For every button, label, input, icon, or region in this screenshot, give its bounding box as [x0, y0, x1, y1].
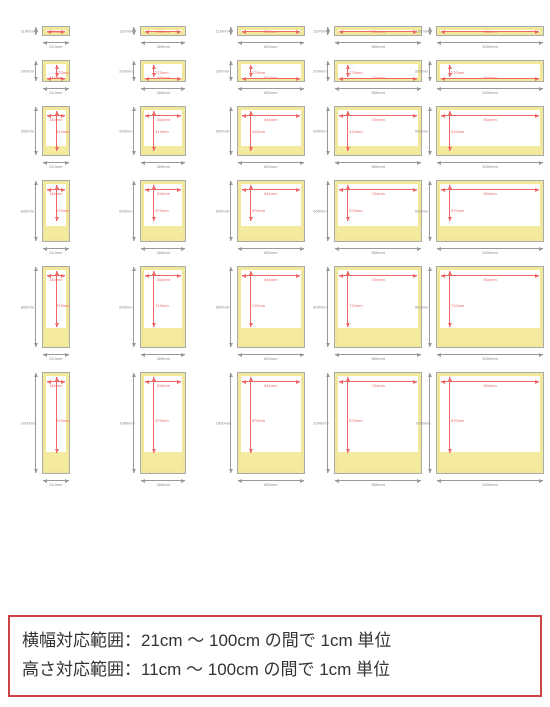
panel-cell: 210mm110mm144mm [6, 8, 106, 36]
panel-diagram: 400mm1000mm344mm870mm [140, 372, 186, 474]
panel-cell: 400mm110mm344mm [114, 8, 214, 36]
panel-diagram: 800mm500mm744mm410mm [334, 106, 422, 156]
panel-diagram: 210mm110mm144mm [42, 26, 70, 36]
info-box: 横幅対応範囲：21cm ～ 100cm の間で 1cm 単位 高さ対応範囲：11… [8, 615, 542, 697]
panel-diagram: 1000mm200mm944mm270mm [436, 60, 544, 82]
panel-cell: 600mm110mm544mm [221, 8, 321, 36]
panel-diagram: 1000mm600mm944mm570mm [436, 180, 544, 242]
panel-diagram: 400mm200mm344mm270mm [140, 60, 186, 82]
panel-cell: 600mm800mm544mm710mm [221, 248, 321, 348]
panel-diagram: 210mm200mm144mm270mm [42, 60, 70, 82]
panel-cell: 800mm600mm744mm570mm [329, 162, 429, 242]
panel-cell: 400mm600mm344mm570mm [114, 162, 214, 242]
panel-diagram: 800mm800mm744mm710mm [334, 266, 422, 348]
panel-diagram: 210mm600mm144mm570mm [42, 180, 70, 242]
panel-diagram: 600mm110mm544mm [237, 26, 305, 36]
panel-diagram: 1000mm500mm944mm410mm [436, 106, 544, 156]
panel-cell: 600mm200mm544mm270mm [221, 42, 321, 82]
panel-cell: 1000mm800mm944mm710mm [436, 248, 544, 348]
panel-grid: 210mm110mm144mm 400mm110mm344mm 600mm110mm… [0, 0, 550, 482]
panel-diagram: 800mm200mm744mm270mm [334, 60, 422, 82]
panel-diagram: 400mm500mm344mm410mm [140, 106, 186, 156]
panel-cell: 400mm200mm344mm270mm [114, 42, 214, 82]
panel-cell: 600mm500mm544mm410mm [221, 88, 321, 156]
panel-diagram: 600mm600mm544mm570mm [237, 180, 305, 242]
panel-diagram: 600mm500mm544mm410mm [237, 106, 305, 156]
panel-diagram: 600mm1000mm544mm870mm [237, 372, 305, 474]
panel-cell: 400mm800mm344mm710mm [114, 248, 214, 348]
panel-diagram: 400mm600mm344mm570mm [140, 180, 186, 242]
panel-cell: 800mm500mm744mm410mm [329, 88, 429, 156]
panel-cell: 210mm1000mm144mm870mm [6, 354, 106, 474]
panel-diagram: 800mm1000mm744mm870mm [334, 372, 422, 474]
panel-cell: 210mm200mm144mm270mm [6, 42, 106, 82]
panel-diagram: 400mm800mm344mm710mm [140, 266, 186, 348]
panel-diagram: 600mm200mm544mm270mm [237, 60, 305, 82]
panel-cell: 800mm800mm744mm710mm [329, 248, 429, 348]
panel-diagram: 210mm500mm144mm410mm [42, 106, 70, 156]
panel-cell: 600mm600mm544mm570mm [221, 162, 321, 242]
panel-cell: 1000mm1000mm944mm870mm [436, 354, 544, 474]
panel-cell: 1000mm500mm944mm410mm [436, 88, 544, 156]
panel-cell: 210mm500mm144mm410mm [6, 88, 106, 156]
panel-diagram: 400mm110mm344mm [140, 26, 186, 36]
panel-cell: 1000mm600mm944mm570mm [436, 162, 544, 242]
panel-diagram: 210mm800mm144mm710mm [42, 266, 70, 348]
panel-diagram: 800mm600mm744mm570mm [334, 180, 422, 242]
panel-cell: 1000mm200mm944mm270mm [436, 42, 544, 82]
panel-diagram: 800mm110mm744mm [334, 26, 422, 36]
panel-cell: 800mm200mm744mm270mm [329, 42, 429, 82]
panel-cell: 800mm110mm744mm [329, 8, 429, 36]
height-range-text: 高さ対応範囲：11cm ～ 100cm の間で 1cm 単位 [22, 656, 528, 685]
panel-diagram: 1000mm110mm944mm [436, 26, 544, 36]
panel-cell: 800mm1000mm744mm870mm [329, 354, 429, 474]
panel-cell: 1000mm110mm944mm [436, 8, 544, 36]
panel-cell: 210mm800mm144mm710mm [6, 248, 106, 348]
panel-diagram: 1000mm1000mm944mm870mm [436, 372, 544, 474]
panel-diagram: 600mm800mm544mm710mm [237, 266, 305, 348]
panel-cell: 400mm500mm344mm410mm [114, 88, 214, 156]
width-range-text: 横幅対応範囲：21cm ～ 100cm の間で 1cm 単位 [22, 627, 528, 656]
panel-cell: 210mm600mm144mm570mm [6, 162, 106, 242]
panel-diagram: 1000mm800mm944mm710mm [436, 266, 544, 348]
panel-cell: 400mm1000mm344mm870mm [114, 354, 214, 474]
panel-diagram: 210mm1000mm144mm870mm [42, 372, 70, 474]
panel-cell: 600mm1000mm544mm870mm [221, 354, 321, 474]
